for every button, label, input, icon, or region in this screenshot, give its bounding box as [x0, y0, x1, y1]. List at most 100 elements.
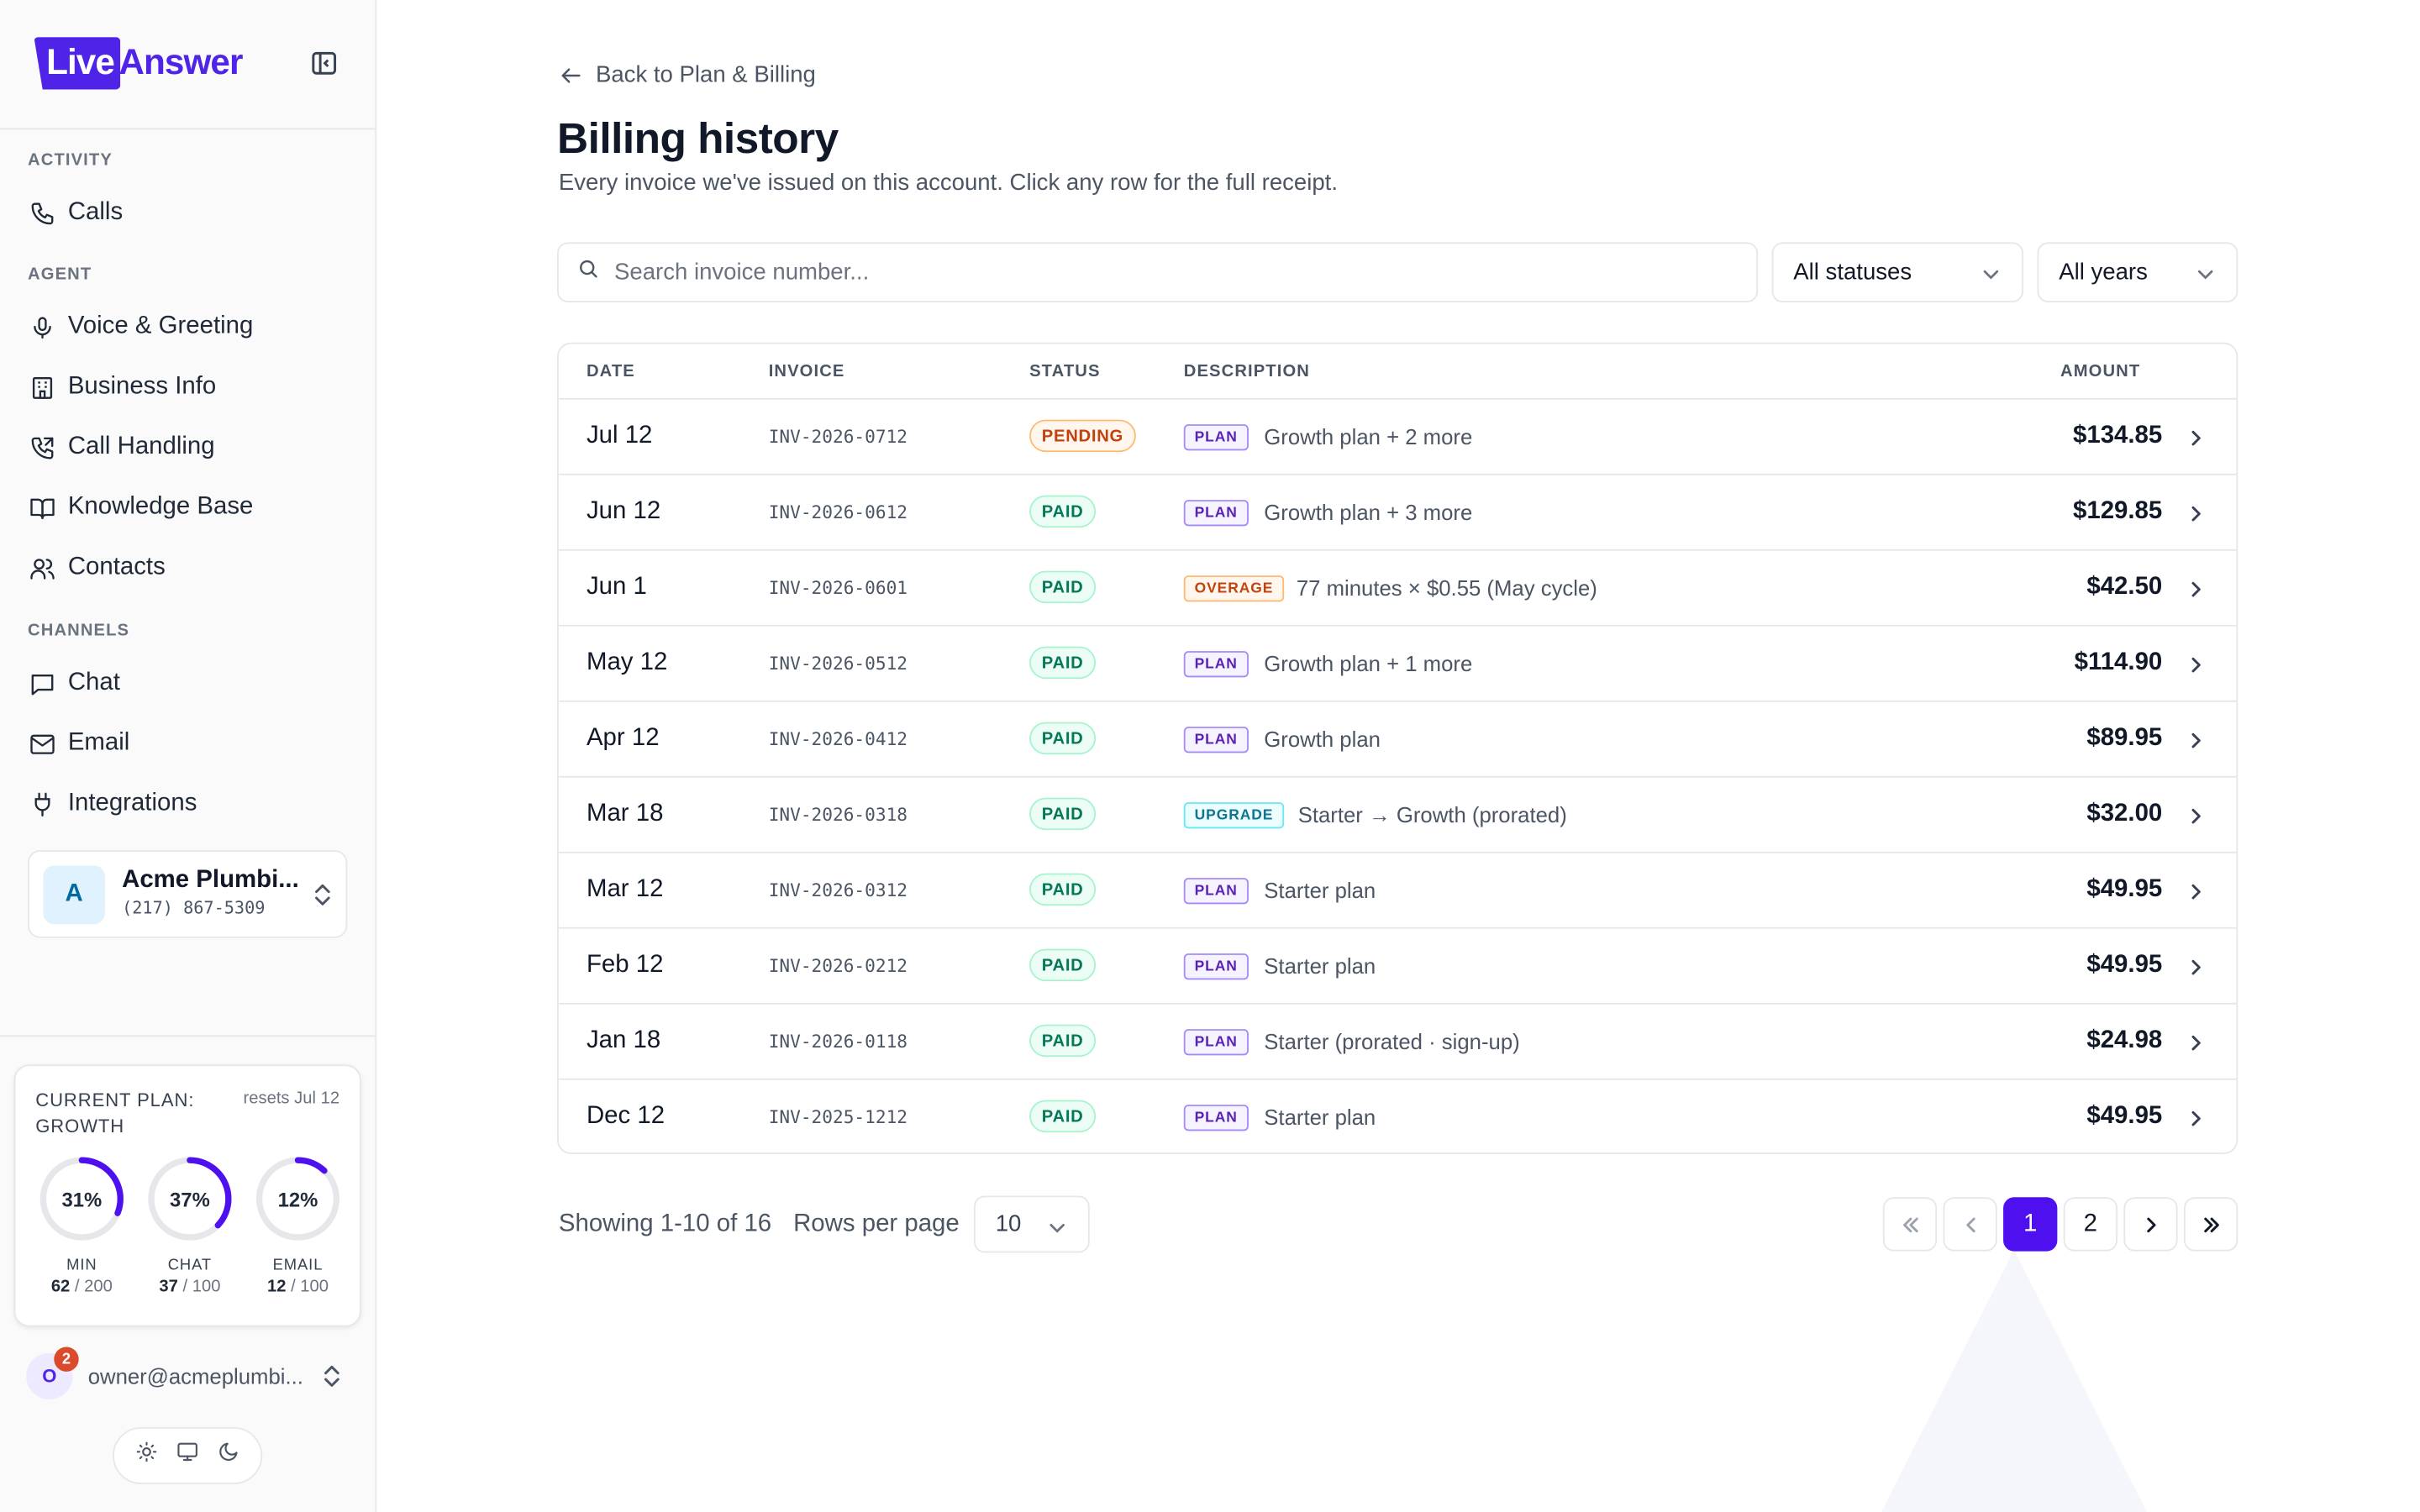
- sidebar: Live Answer ACTIVITY Calls AGENT Voice &…: [0, 0, 377, 1512]
- sidebar-item-label: Contacts: [67, 554, 166, 580]
- page-subtitle: Every invoice we've issued on this accou…: [558, 170, 1339, 197]
- status-badge: PAID: [1029, 646, 1097, 680]
- sidebar-item-label: Calls: [67, 198, 124, 226]
- invoice-description: Starter plan: [1264, 1105, 1376, 1130]
- invoice-date: Jun 12: [586, 498, 661, 525]
- rows-per-page-label: Rows per page: [793, 1210, 960, 1238]
- logo-row: Live Answer: [0, 0, 376, 130]
- year-filter-value: All years: [2059, 259, 2148, 286]
- sidebar-collapse-button[interactable]: [308, 48, 339, 79]
- invoice-description: 77 minutes × $0.55 (May cycle): [1296, 575, 1597, 601]
- column-header-invoice[interactable]: INVOICE: [768, 362, 845, 381]
- table-row[interactable]: Dec 12 INV-2025-1212 PAID PLAN Starter plan $…: [558, 1078, 2237, 1152]
- invoice-number: INV-2026-0612: [768, 501, 908, 523]
- sun-icon[interactable]: [136, 1441, 158, 1471]
- status-badge: PAID: [1029, 495, 1097, 528]
- liveanswer-logo[interactable]: Live Answer: [34, 37, 266, 92]
- user-menu[interactable]: O 2 owner@acmeplumbi...: [26, 1347, 350, 1401]
- invoice-description: Starter → Growth (prorated): [1297, 802, 1567, 827]
- table-row[interactable]: Jan 18 INV-2026-0118 PAID PLAN Starter (pror…: [558, 1002, 2237, 1079]
- invoice-amount: $49.95: [2086, 952, 2163, 979]
- message-square-icon: [28, 669, 55, 697]
- current-plan-card[interactable]: CURRENT PLAN: GROWTH resets Jul 12 31% M…: [13, 1064, 361, 1327]
- chevron-right-icon: [2187, 1108, 2206, 1136]
- sidebar-collapse-icon: [312, 51, 337, 75]
- sidebar-item-contacts[interactable]: Contacts: [15, 542, 358, 594]
- table-row[interactable]: May 12 INV-2026-0512 PAID PLAN Growth plan +…: [558, 624, 2237, 701]
- chevrons-up-down-icon: [323, 1364, 341, 1397]
- status-filter-value: All statuses: [1793, 259, 1912, 286]
- invoice-amount: $89.95: [2086, 725, 2163, 752]
- type-tag: PLAN: [1183, 953, 1249, 980]
- gauge-name: MIN: [66, 1257, 97, 1275]
- year-filter-select[interactable]: All years: [2037, 242, 2238, 302]
- showing-count: Showing 1-10 of 16: [558, 1210, 772, 1238]
- table-header: DATE INVOICE STATUS DESCRIPTION AMOUNT: [559, 344, 2237, 398]
- type-tag: PLAN: [1183, 727, 1249, 753]
- rows-per-page-select[interactable]: 10: [973, 1195, 1090, 1253]
- sidebar-item-knowledge-base[interactable]: Knowledge Base: [15, 481, 358, 533]
- table-row[interactable]: Jul 12 INV-2026-0712 PENDING PLAN Growth pla…: [558, 397, 2237, 474]
- column-header-amount[interactable]: AMOUNT: [2060, 362, 2141, 381]
- invoice-description: Growth plan + 2 more: [1264, 424, 1473, 449]
- account-avatar: A: [43, 865, 105, 925]
- section-agent: AGENT: [28, 265, 92, 284]
- plan-resets: resets Jul 12: [243, 1089, 340, 1108]
- section-activity: ACTIVITY: [28, 150, 113, 171]
- previous-page-button[interactable]: [1943, 1197, 1997, 1252]
- chevrons-up-down-icon: [313, 883, 332, 916]
- invoice-date: Feb 12: [586, 952, 664, 979]
- table-row[interactable]: Jun 12 INV-2026-0612 PAID PLAN Growth plan +…: [558, 473, 2237, 549]
- next-page-button[interactable]: [2123, 1197, 2178, 1252]
- column-header-status[interactable]: STATUS: [1029, 362, 1101, 381]
- page-button-1[interactable]: 1: [2003, 1197, 2058, 1252]
- table-row[interactable]: Apr 12 INV-2026-0412 PAID PLAN Growth plan $8…: [558, 700, 2237, 776]
- column-header-date[interactable]: DATE: [586, 362, 635, 381]
- first-page-button[interactable]: [1882, 1197, 1938, 1252]
- status-filter-select[interactable]: All statuses: [1771, 242, 2023, 302]
- microphone-icon: [28, 313, 55, 341]
- last-page-button[interactable]: [2183, 1197, 2238, 1252]
- invoice-number: INV-2026-0712: [768, 425, 908, 448]
- users-icon: [28, 554, 55, 581]
- column-header-description[interactable]: DESCRIPTION: [1183, 362, 1310, 381]
- page-button-2[interactable]: 2: [2063, 1197, 2118, 1252]
- back-to-billing-link[interactable]: Back to Plan & Billing: [559, 61, 816, 88]
- building-icon: [28, 373, 55, 401]
- sidebar-item-calls[interactable]: Calls: [15, 186, 358, 239]
- table-row[interactable]: Jun 1 INV-2026-0601 PAID OVERAGE 77 minutes …: [558, 549, 2237, 625]
- chevron-right-icon: [2187, 654, 2206, 682]
- book-open-icon: [28, 494, 55, 522]
- sidebar-item-chat[interactable]: Chat: [15, 657, 358, 709]
- invoice-amount: $42.50: [2086, 574, 2163, 601]
- gauge-percent: 12%: [277, 1187, 318, 1210]
- sidebar-item-business-info[interactable]: Business Info: [15, 361, 358, 413]
- table-row[interactable]: Mar 12 INV-2026-0312 PAID PLAN Starter plan $…: [558, 851, 2237, 927]
- back-link-label: Back to Plan & Billing: [595, 61, 816, 88]
- invoice-number: INV-2026-0318: [768, 803, 908, 826]
- table-row[interactable]: Feb 12 INV-2026-0212 PAID PLAN Starter plan $…: [558, 927, 2237, 1003]
- status-badge: PAID: [1029, 1024, 1097, 1058]
- status-badge: PAID: [1029, 722, 1097, 755]
- account-phone: (217) 867-5309: [122, 897, 266, 918]
- table-row[interactable]: Mar 18 INV-2026-0318 PAID UPGRADE Starter → …: [558, 775, 2237, 852]
- sidebar-item-label: Chat: [67, 669, 120, 696]
- sidebar-item-integrations[interactable]: Integrations: [15, 778, 358, 830]
- gauge-percent: 37%: [170, 1187, 210, 1210]
- monitor-icon[interactable]: [176, 1441, 199, 1471]
- invoice-date: Jun 1: [586, 574, 647, 601]
- sidebar-item-call-handling[interactable]: Call Handling: [15, 421, 358, 473]
- invoice-amount: $32.00: [2086, 801, 2163, 827]
- logo-live-text: Live: [46, 41, 115, 82]
- moon-icon[interactable]: [218, 1441, 239, 1471]
- search-input[interactable]: [614, 259, 1695, 286]
- account-switcher[interactable]: A Acme Plumbi... (217) 867-5309: [28, 850, 348, 938]
- main-content: Back to Plan & Billing Billing history E…: [376, 0, 2420, 1512]
- page-title: Billing history: [557, 113, 839, 162]
- chevron-right-icon: [2187, 957, 2206, 984]
- sidebar-item-email[interactable]: Email: [15, 717, 358, 769]
- invoice-search[interactable]: [557, 242, 1759, 302]
- status-badge: PAID: [1029, 873, 1097, 906]
- invoice-number: INV-2025-1212: [768, 1105, 908, 1128]
- sidebar-item-voice-greeting[interactable]: Voice & Greeting: [15, 301, 358, 353]
